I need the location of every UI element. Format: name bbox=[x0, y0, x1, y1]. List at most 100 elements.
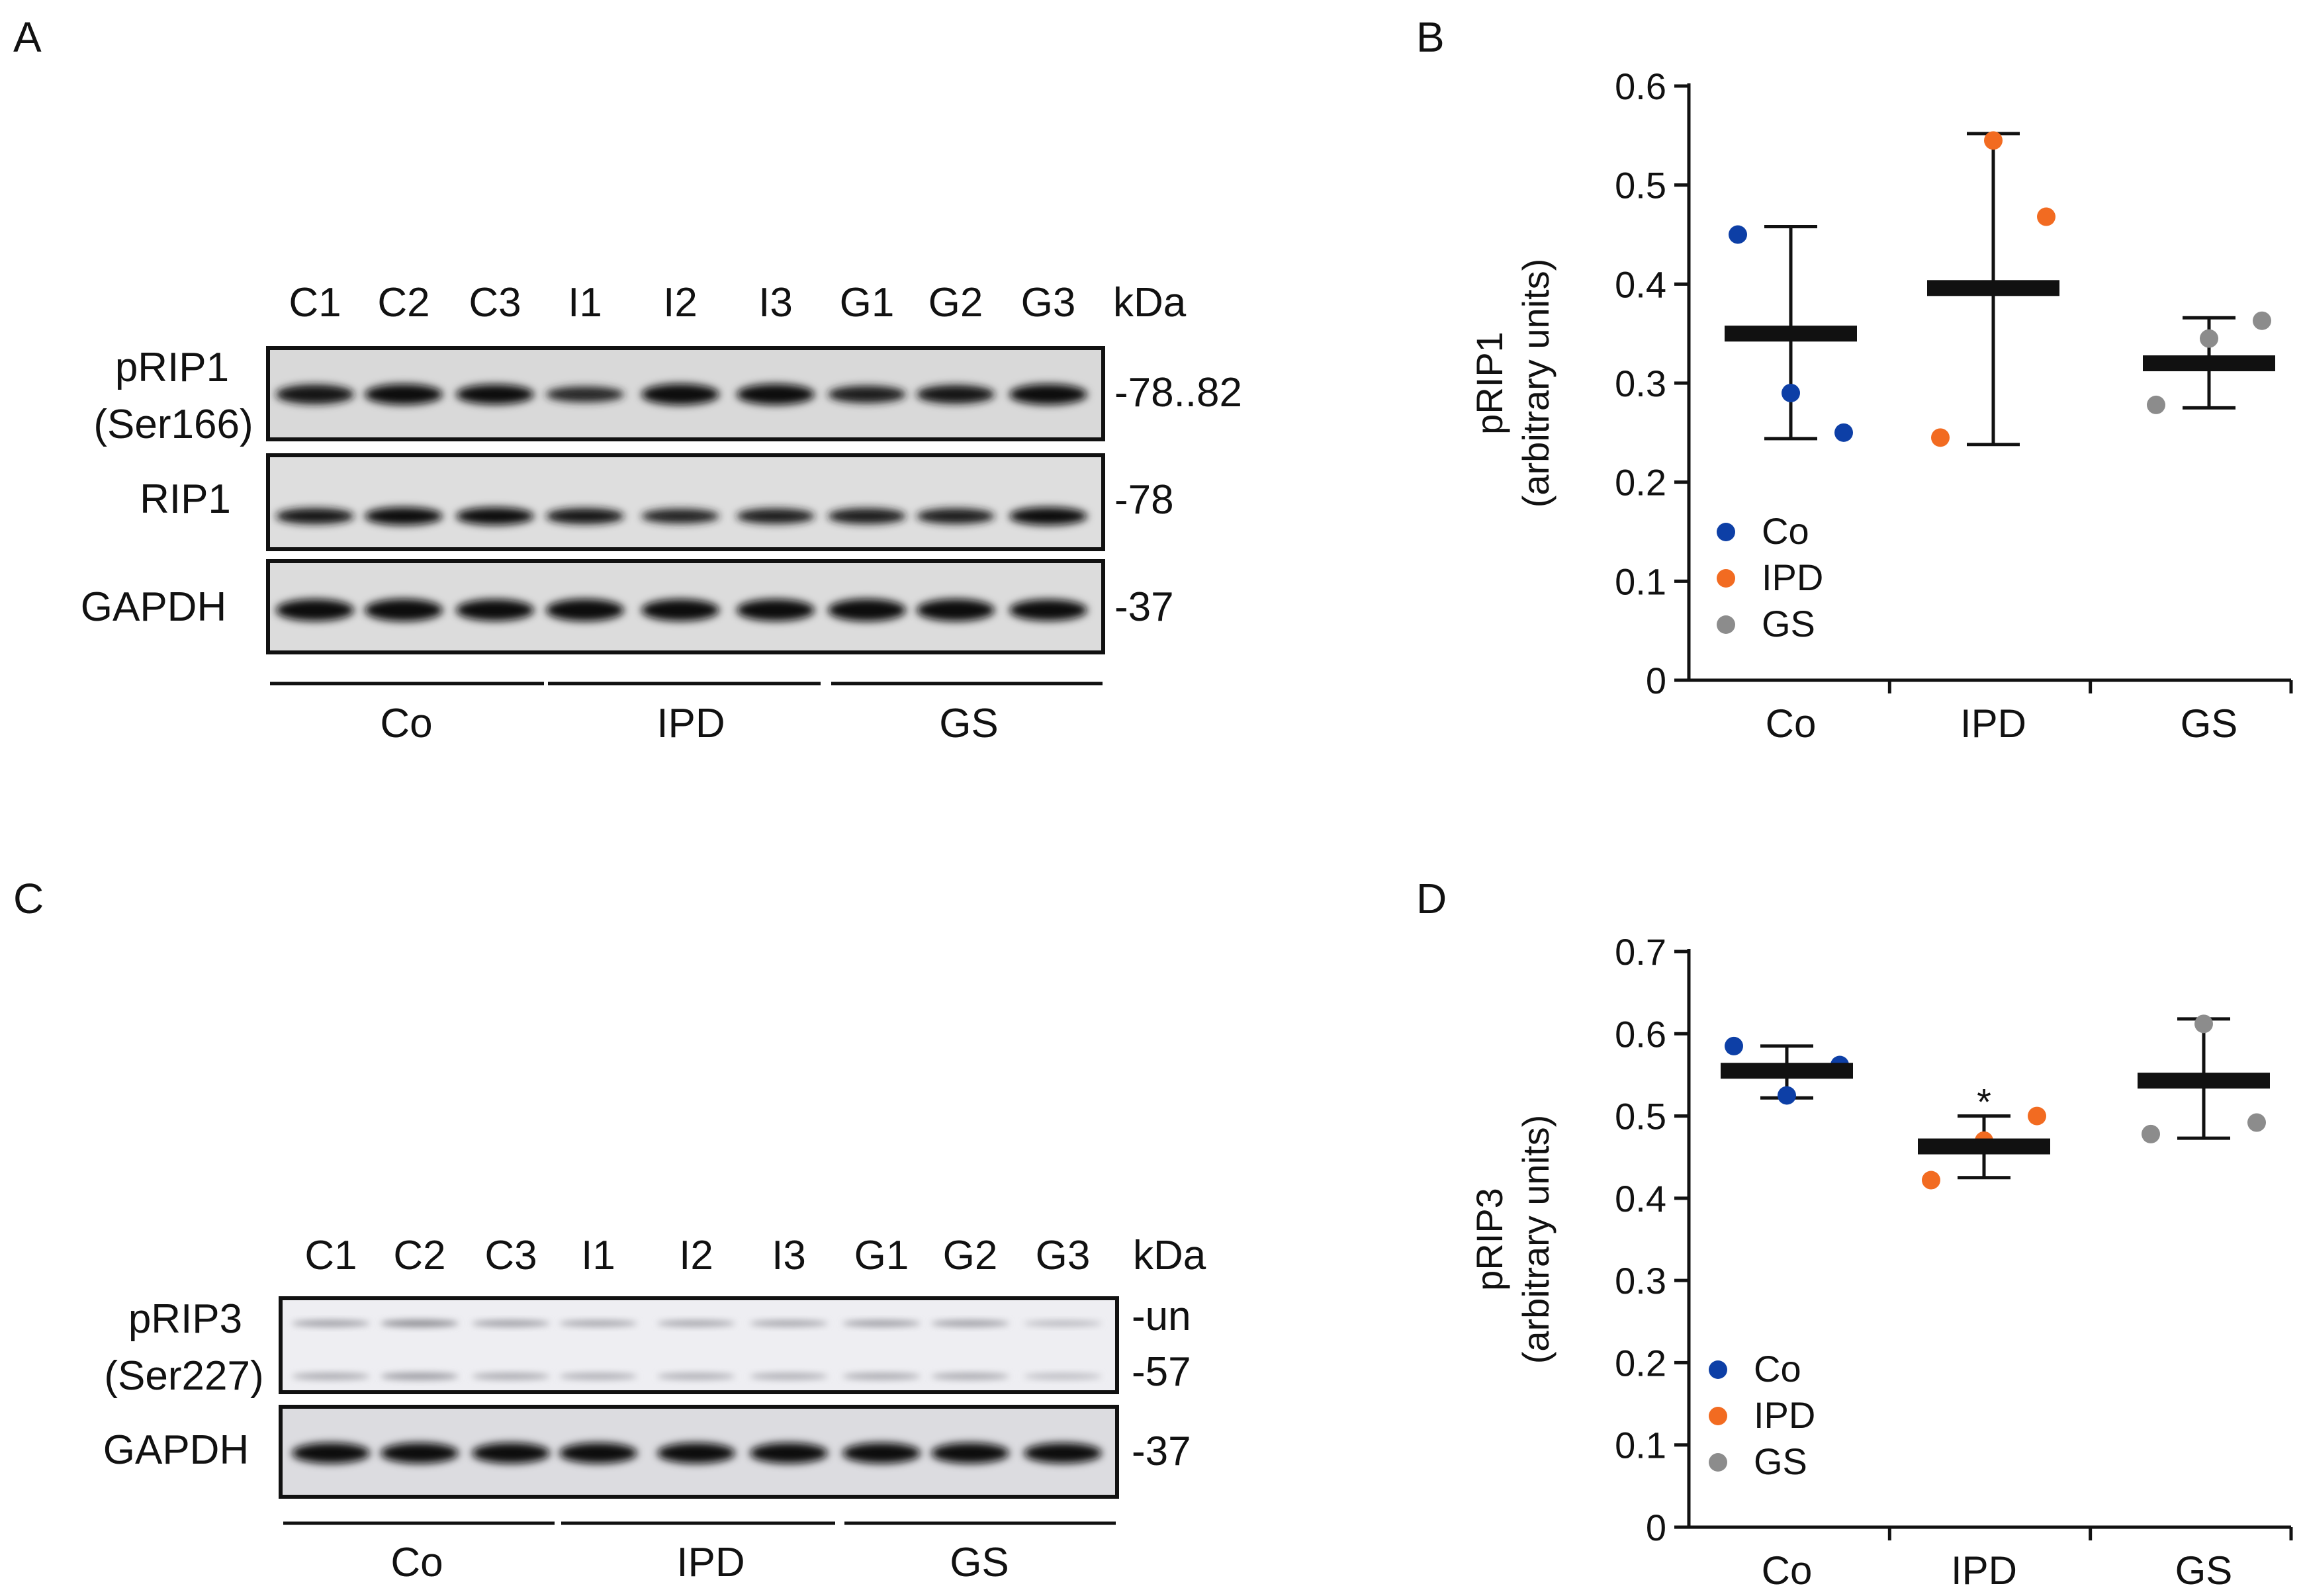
blot-band bbox=[472, 1320, 550, 1327]
y-axis-title: pRIP1 bbox=[1468, 332, 1510, 435]
blot-band bbox=[1024, 1373, 1102, 1380]
group-label: IPD bbox=[676, 1540, 745, 1585]
legend-marker bbox=[1717, 615, 1735, 634]
blot-band bbox=[292, 1320, 370, 1327]
blot-band bbox=[546, 508, 624, 525]
panel-letter-d: D bbox=[1416, 875, 1447, 922]
significance-marker: * bbox=[1977, 1081, 1991, 1123]
blot-band bbox=[737, 599, 815, 621]
y-tick-label: 0.3 bbox=[1615, 1260, 1666, 1302]
x-category-label: IPD bbox=[1960, 701, 2026, 746]
y-axis-title: (arbitrary units) bbox=[1515, 259, 1557, 508]
blot-band bbox=[546, 599, 624, 621]
band-row-rip1 bbox=[276, 507, 1087, 525]
group-label: Co bbox=[390, 1540, 443, 1585]
lane-label: G2 bbox=[943, 1233, 998, 1278]
blot-band bbox=[456, 384, 534, 405]
group-label: GS bbox=[939, 701, 999, 746]
blot-band bbox=[931, 1320, 1009, 1327]
x-category-label: GS bbox=[2175, 1548, 2233, 1593]
blot-band bbox=[559, 1442, 637, 1464]
y-tick-label: 0 bbox=[1646, 660, 1666, 701]
y-tick-label: 0.1 bbox=[1615, 560, 1666, 602]
mean-bar bbox=[1725, 326, 1857, 342]
legend-marker bbox=[1709, 1453, 1727, 1472]
y-tick-label: 0.2 bbox=[1615, 462, 1666, 504]
blot-band bbox=[842, 1442, 921, 1464]
y-tick-label: 0.3 bbox=[1615, 363, 1666, 404]
blot-band bbox=[559, 1372, 637, 1380]
x-category-label: GS bbox=[2181, 701, 2238, 746]
y-tick-label: 0.1 bbox=[1615, 1425, 1666, 1466]
blot-band bbox=[276, 508, 354, 525]
lane-labels-a: C1 C2 C3 I1 I2 I3 G1 G2 G3 kDa bbox=[289, 280, 1186, 326]
data-point bbox=[1834, 423, 1853, 442]
blot-membrane bbox=[266, 453, 1105, 551]
row-label-prip3: pRIP3 bbox=[128, 1296, 242, 1342]
blot-band bbox=[472, 1372, 550, 1380]
row-label-rip1: RIP1 bbox=[140, 476, 231, 522]
lane-label: I3 bbox=[758, 280, 793, 326]
blot-band bbox=[828, 385, 906, 404]
blot-band bbox=[657, 1442, 735, 1464]
blot-band bbox=[276, 599, 354, 621]
band-row-prip1 bbox=[276, 384, 1087, 405]
lane-labels-c: C1 C2 C3 I1 I2 I3 G1 G2 G3 kDa bbox=[304, 1233, 1206, 1278]
blot-band bbox=[842, 1372, 921, 1380]
legend-marker bbox=[1709, 1407, 1727, 1425]
blot-band bbox=[657, 1372, 735, 1380]
blot-band bbox=[292, 1372, 370, 1380]
data-point bbox=[1725, 1036, 1743, 1055]
blot-band bbox=[931, 1372, 1009, 1380]
legend-marker bbox=[1717, 523, 1735, 541]
blot-band bbox=[750, 1372, 828, 1380]
row-label-prip1-site: (Ser166) bbox=[93, 402, 253, 447]
blot-band bbox=[1024, 1320, 1102, 1327]
kda-header: kDa bbox=[1133, 1233, 1206, 1278]
blot-band bbox=[292, 1442, 370, 1464]
western-blot-a: C1 C2 C3 I1 I2 I3 G1 G2 G3 kDa pRIP1 (Se… bbox=[81, 280, 1242, 746]
blot-band bbox=[381, 1319, 459, 1327]
blot-band bbox=[750, 1442, 828, 1464]
blot-band bbox=[546, 386, 624, 403]
blot-band bbox=[1009, 599, 1087, 621]
kda-marker-57: -57 bbox=[1132, 1349, 1191, 1395]
y-tick-label: 0.5 bbox=[1615, 165, 1666, 206]
blot-band bbox=[737, 384, 815, 405]
mean-bar bbox=[2138, 1073, 2270, 1089]
panel-letter-a: A bbox=[13, 13, 42, 61]
legend-label: GS bbox=[1762, 603, 1815, 644]
y-axis-title: pRIP3 bbox=[1468, 1188, 1510, 1291]
y-tick-label: 0.6 bbox=[1615, 1013, 1666, 1055]
blot-band bbox=[917, 384, 995, 404]
lane-label: G3 bbox=[1021, 280, 1076, 326]
lane-label: G3 bbox=[1036, 1233, 1091, 1278]
blot-band bbox=[381, 1442, 459, 1464]
lane-label: C3 bbox=[469, 280, 521, 326]
lane-label: C1 bbox=[304, 1233, 357, 1278]
data-point bbox=[2037, 207, 2055, 226]
group-label: Co bbox=[380, 701, 432, 746]
panel-letter-c: C bbox=[13, 875, 44, 922]
row-label-prip3-site: (Ser227) bbox=[104, 1353, 263, 1399]
mean-bar bbox=[1721, 1063, 1853, 1079]
legend-label: Co bbox=[1762, 510, 1809, 552]
data-point bbox=[2028, 1106, 2046, 1126]
blot-band bbox=[931, 1442, 1009, 1464]
legend-marker bbox=[1717, 569, 1735, 588]
data-point bbox=[1782, 383, 1800, 402]
y-tick-label: 0.5 bbox=[1615, 1096, 1666, 1137]
band-row-prip3-upper bbox=[292, 1319, 1102, 1327]
blot-band bbox=[641, 384, 719, 405]
mean-bar bbox=[1927, 280, 2059, 296]
data-point bbox=[2147, 395, 2165, 414]
blot-band bbox=[657, 1320, 735, 1327]
data-point bbox=[1778, 1086, 1796, 1105]
y-axis-title: (arbitrary units) bbox=[1515, 1115, 1557, 1364]
data-point bbox=[2253, 311, 2271, 330]
band-row-gapdh bbox=[276, 599, 1087, 621]
band-row-gapdh bbox=[292, 1442, 1102, 1464]
data-point bbox=[2194, 1014, 2213, 1034]
